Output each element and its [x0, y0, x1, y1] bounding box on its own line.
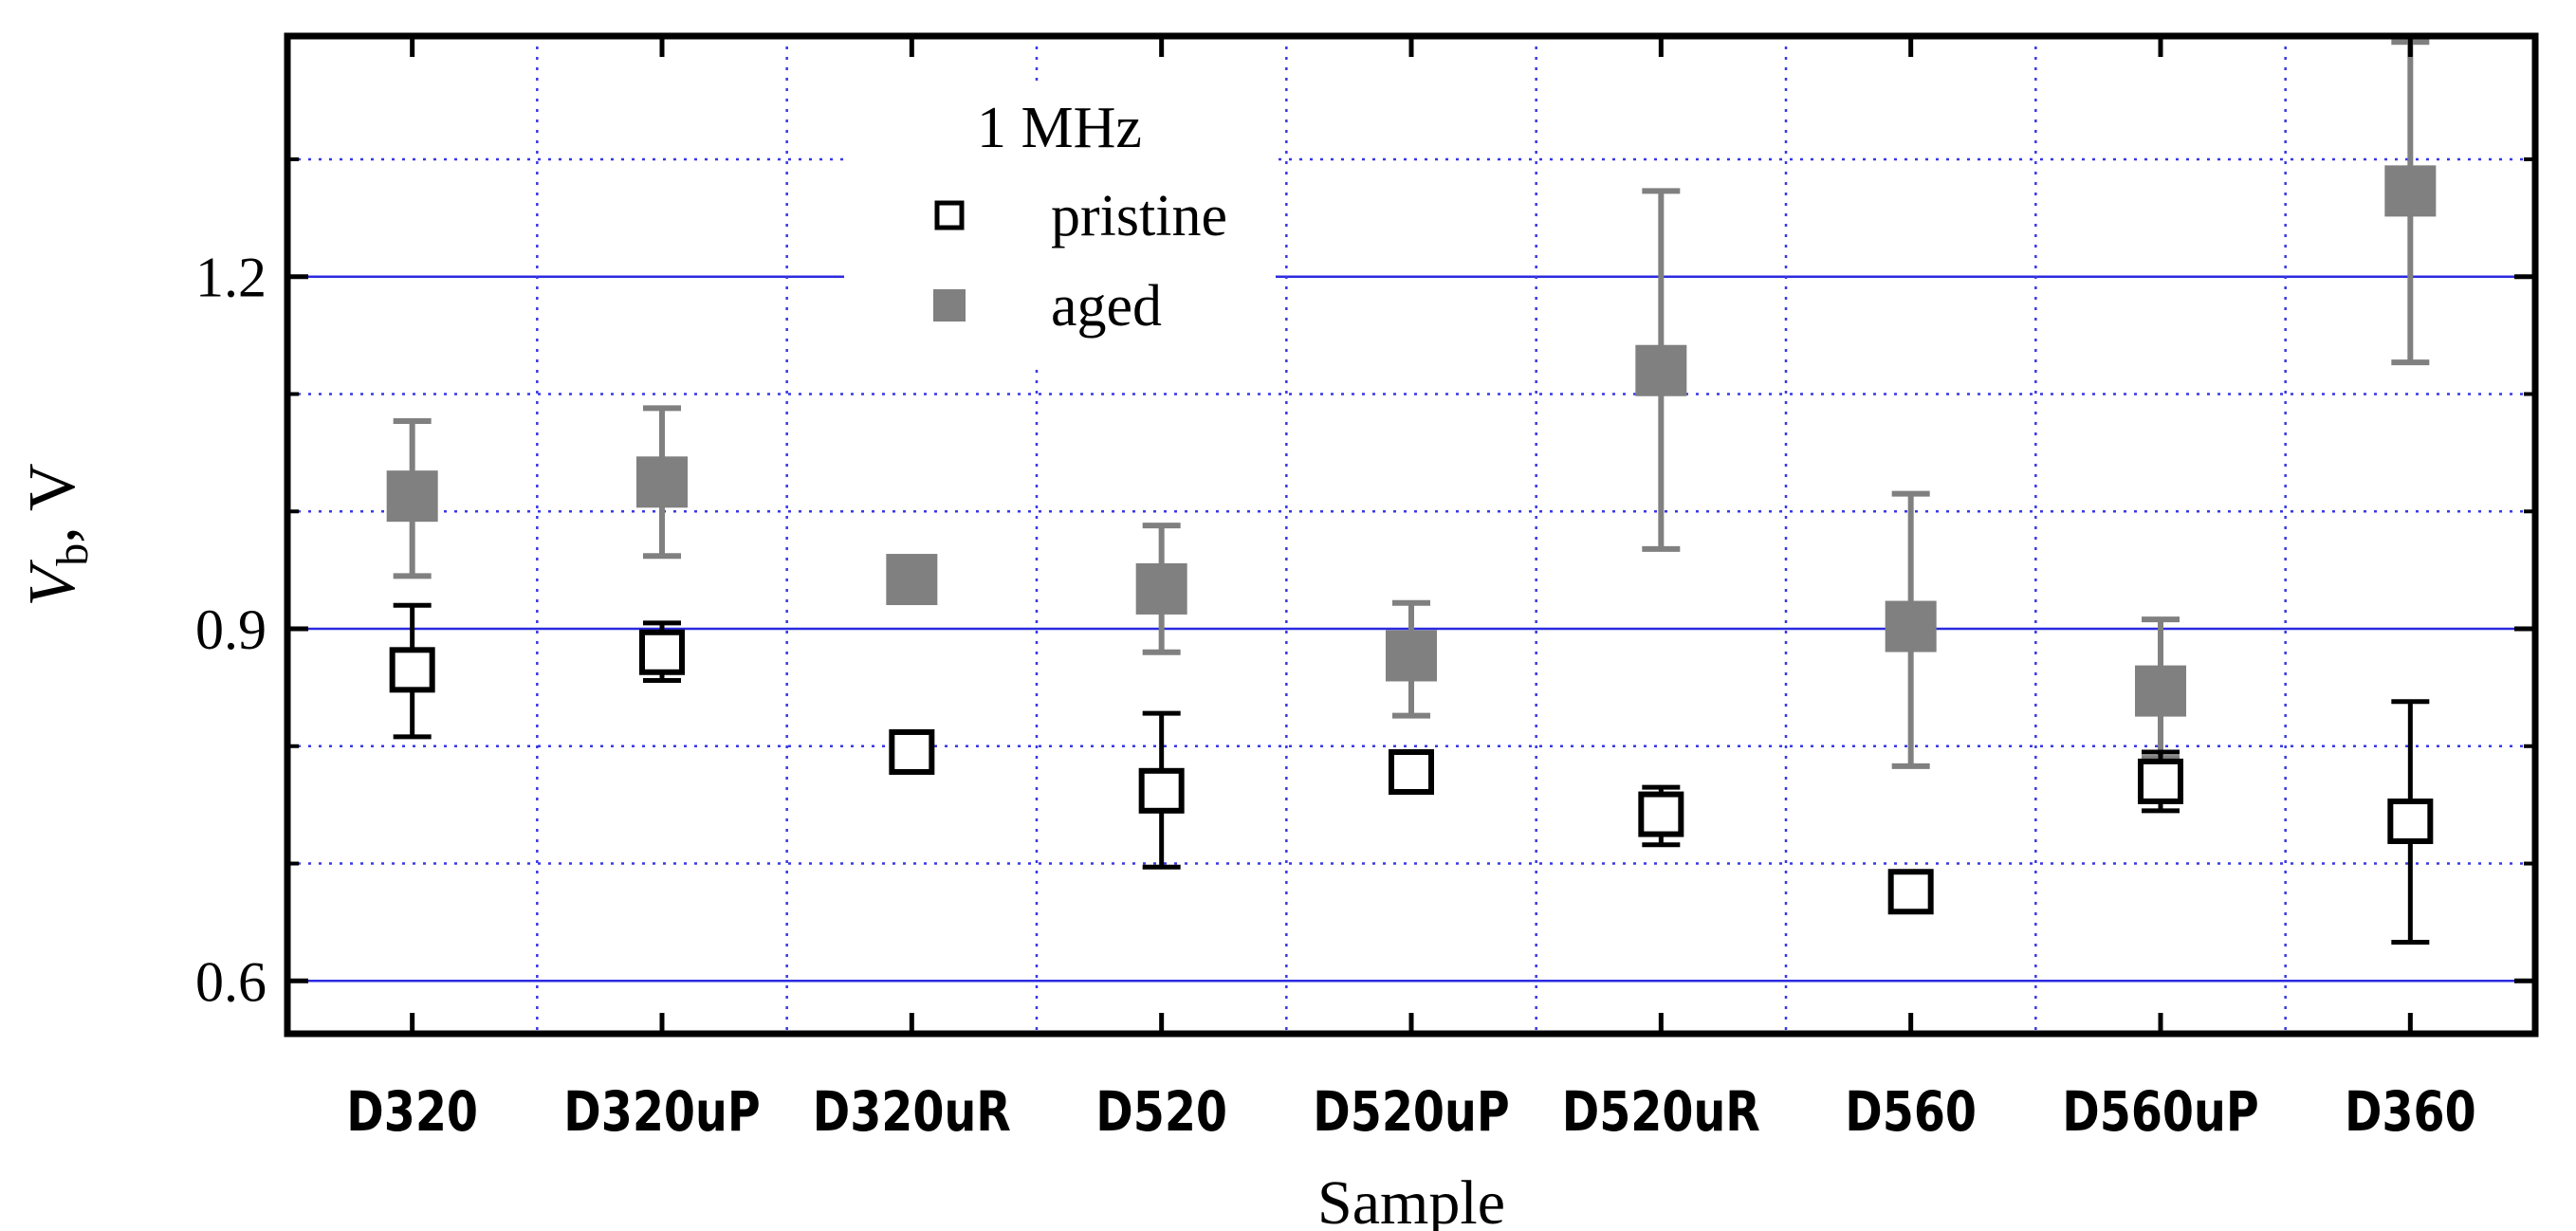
y-axis-subscript: b — [47, 543, 98, 566]
point-pristine-D560 — [1887, 869, 1934, 915]
data-layer — [386, 39, 2437, 945]
x-tick-label: D520 — [1095, 1079, 1227, 1144]
point-pristine-D320uR — [889, 728, 935, 775]
x-tick-label: D320uP — [563, 1079, 760, 1144]
legend-label-pristine: pristine — [1051, 184, 1227, 248]
y-axis-symbol: V — [16, 560, 89, 607]
point-pristine-D320 — [389, 647, 435, 693]
point-pristine-D560uP — [2138, 758, 2183, 804]
y-tick-label: 1.2 — [195, 247, 267, 309]
y-tick-label: 0.6 — [195, 950, 267, 1013]
x-tick-label: D320 — [346, 1079, 478, 1144]
point-aged-D320 — [386, 470, 438, 523]
legend-label-aged: aged — [1051, 274, 1162, 339]
y-axis-title: Vb, V — [16, 463, 98, 606]
point-aged-D520uR — [1635, 344, 1687, 396]
x-tick-label: D360 — [2345, 1079, 2476, 1144]
legend-marker-pristine — [934, 200, 965, 230]
x-axis-title: Sample — [1317, 1168, 1505, 1231]
x-tick-label: D520uP — [1313, 1079, 1509, 1144]
point-aged-D560 — [1885, 600, 1937, 652]
point-pristine-D520uR — [1638, 791, 1684, 837]
point-pristine-D520 — [1138, 767, 1185, 814]
x-tick-label: D520uR — [1562, 1079, 1760, 1144]
axis-layer: 0.6 0.9 1.2 D320 D320uP D320uR D520 D520uP D520u… — [195, 36, 2535, 1144]
legend: 1 MHz pristine aged — [933, 96, 1227, 339]
point-aged-D520uP — [1386, 630, 1437, 682]
point-aged-D360 — [2384, 165, 2437, 217]
legend-title: 1 MHz — [977, 96, 1142, 160]
plot-frame — [284, 32, 2539, 1038]
point-aged-D320uR — [886, 554, 938, 606]
x-tick-label: D320uR — [813, 1079, 1011, 1144]
y-tick-label: 0.9 — [195, 598, 267, 661]
legend-marker-aged — [933, 289, 966, 322]
x-tick-label: D560 — [1845, 1079, 1977, 1144]
point-aged-D520 — [1135, 562, 1187, 615]
point-pristine-D320uP — [639, 629, 685, 675]
point-aged-D320uP — [636, 456, 688, 508]
y-axis-unit: , V — [16, 463, 89, 542]
x-tick-label: D560uP — [2062, 1079, 2258, 1144]
point-pristine-D520uP — [1389, 749, 1434, 796]
point-aged-D560uP — [2135, 665, 2186, 717]
grid-layer — [287, 36, 2535, 1034]
point-pristine-D360 — [2387, 798, 2434, 844]
svg-text:Vb, V: Vb, V — [16, 463, 98, 606]
legend-background — [844, 81, 1276, 365]
